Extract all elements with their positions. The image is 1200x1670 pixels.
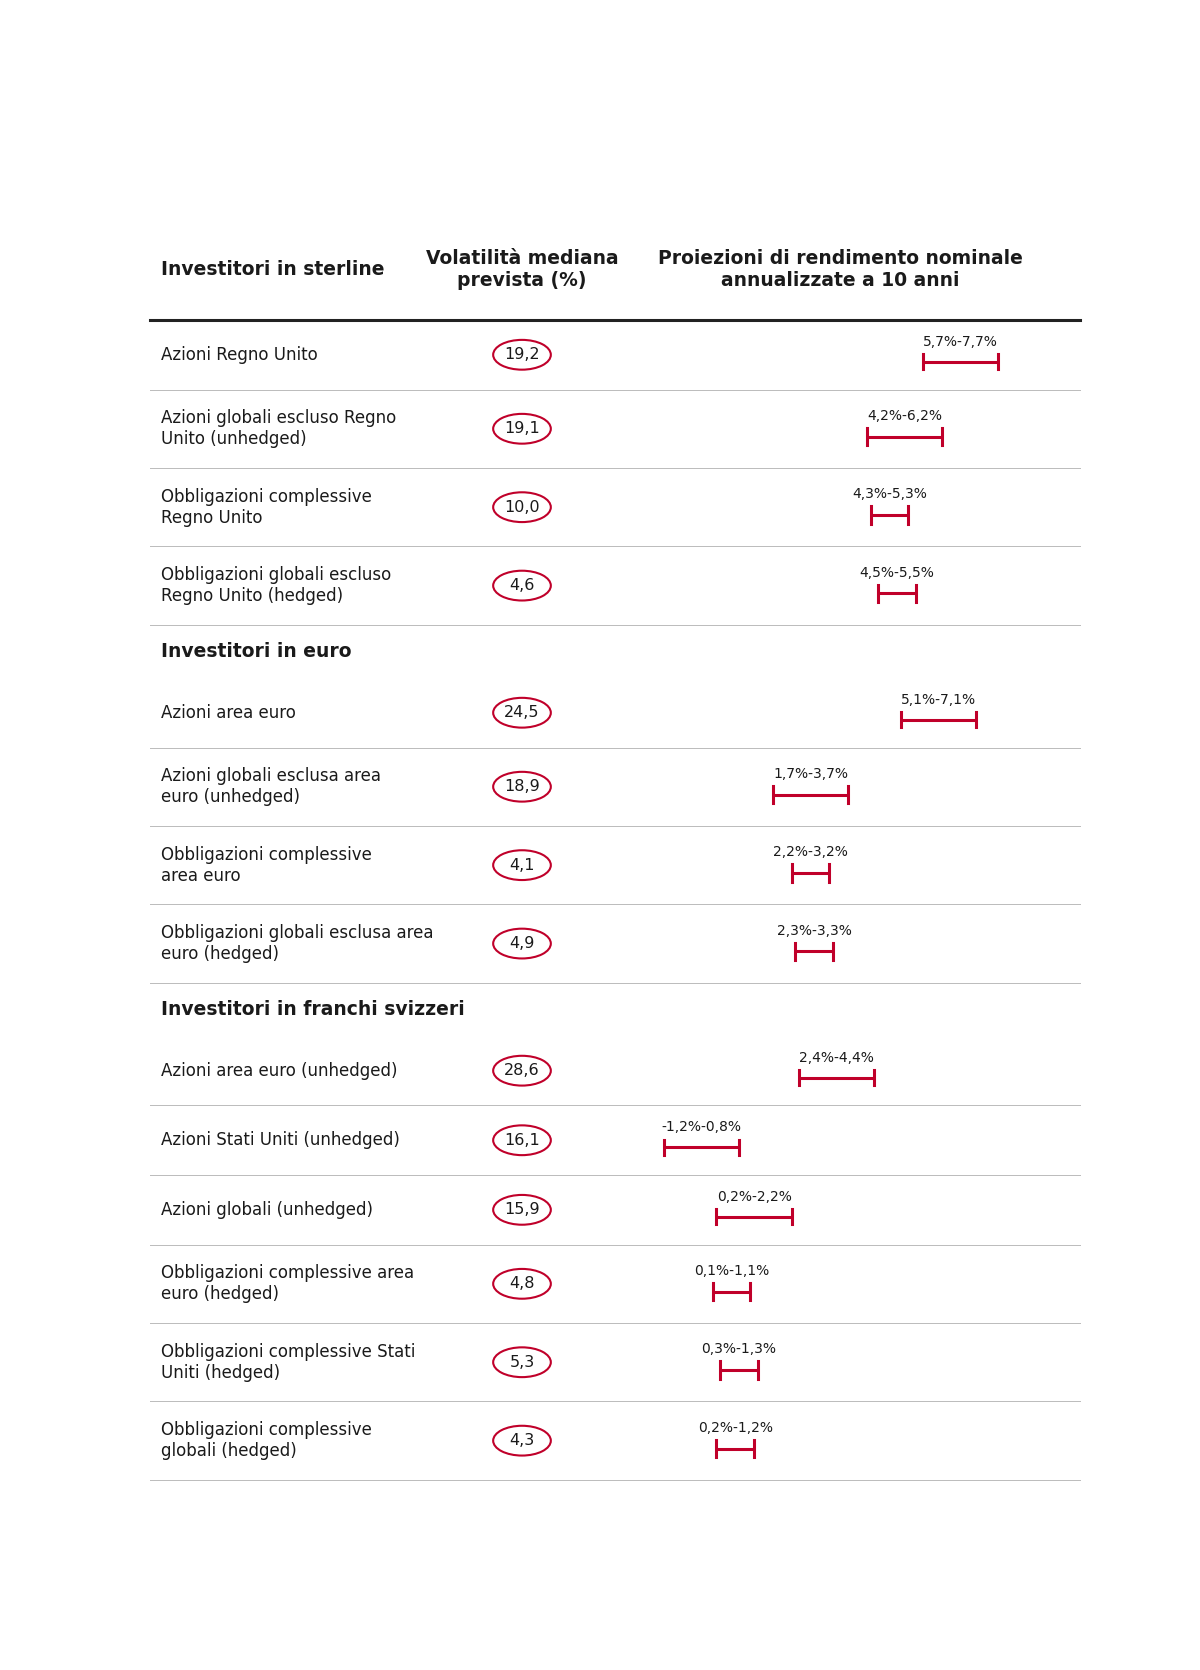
Text: 5,1%-7,1%: 5,1%-7,1% <box>901 693 976 706</box>
Text: Azioni globali esclusa area
euro (unhedged): Azioni globali esclusa area euro (unhedg… <box>161 767 382 807</box>
Text: Obbligazioni complessive
area euro: Obbligazioni complessive area euro <box>161 845 372 885</box>
Text: 5,7%-7,7%: 5,7%-7,7% <box>923 336 998 349</box>
Text: 19,2: 19,2 <box>504 347 540 362</box>
Text: Azioni globali escluso Regno
Unito (unhedged): Azioni globali escluso Regno Unito (unhe… <box>161 409 396 448</box>
Text: Azioni globali (unhedged): Azioni globali (unhedged) <box>161 1201 373 1219</box>
Text: Investitori in franchi svizzeri: Investitori in franchi svizzeri <box>161 1000 464 1019</box>
Text: 10,0: 10,0 <box>504 499 540 514</box>
Text: Azioni area euro: Azioni area euro <box>161 703 296 721</box>
Text: 0,2%-1,2%: 0,2%-1,2% <box>697 1421 773 1435</box>
Text: 0,2%-2,2%: 0,2%-2,2% <box>716 1191 792 1204</box>
Text: Obbligazioni complessive
globali (hedged): Obbligazioni complessive globali (hedged… <box>161 1421 372 1460</box>
Text: 4,2%-6,2%: 4,2%-6,2% <box>866 409 942 423</box>
Text: Investitori in sterline: Investitori in sterline <box>161 261 385 279</box>
Text: Volatilità mediana
prevista (%): Volatilità mediana prevista (%) <box>426 249 618 291</box>
Text: 4,8: 4,8 <box>509 1276 535 1291</box>
Text: Obbligazioni globali esclusa area
euro (hedged): Obbligazioni globali esclusa area euro (… <box>161 924 433 964</box>
Text: Obbligazioni complessive
Regno Unito: Obbligazioni complessive Regno Unito <box>161 488 372 526</box>
Text: 19,1: 19,1 <box>504 421 540 436</box>
Text: Obbligazioni globali escluso
Regno Unito (hedged): Obbligazioni globali escluso Regno Unito… <box>161 566 391 605</box>
Text: 15,9: 15,9 <box>504 1202 540 1217</box>
Text: Proiezioni di rendimento nominale
annualizzate a 10 anni: Proiezioni di rendimento nominale annual… <box>658 249 1022 291</box>
Text: 0,1%-1,1%: 0,1%-1,1% <box>694 1264 769 1278</box>
Text: 4,9: 4,9 <box>509 937 535 952</box>
Text: 18,9: 18,9 <box>504 780 540 795</box>
Text: 2,3%-3,3%: 2,3%-3,3% <box>776 924 852 937</box>
Text: 4,3: 4,3 <box>509 1433 535 1448</box>
Text: 16,1: 16,1 <box>504 1132 540 1147</box>
Text: 5,3: 5,3 <box>509 1354 535 1369</box>
Text: 0,3%-1,3%: 0,3%-1,3% <box>702 1343 776 1356</box>
Text: 4,3%-5,3%: 4,3%-5,3% <box>852 488 926 501</box>
Text: 2,4%-4,4%: 2,4%-4,4% <box>799 1050 875 1065</box>
Text: 2,2%-3,2%: 2,2%-3,2% <box>773 845 848 860</box>
Text: 24,5: 24,5 <box>504 705 540 720</box>
Text: 28,6: 28,6 <box>504 1064 540 1079</box>
Text: Investitori in euro: Investitori in euro <box>161 641 352 661</box>
Text: Azioni area euro (unhedged): Azioni area euro (unhedged) <box>161 1062 397 1080</box>
Text: -1,2%-0,8%: -1,2%-0,8% <box>661 1121 742 1134</box>
Text: Obbligazioni complessive Stati
Uniti (hedged): Obbligazioni complessive Stati Uniti (he… <box>161 1343 415 1381</box>
Text: Azioni Stati Uniti (unhedged): Azioni Stati Uniti (unhedged) <box>161 1131 400 1149</box>
Text: 1,7%-3,7%: 1,7%-3,7% <box>773 767 848 782</box>
Text: Azioni Regno Unito: Azioni Regno Unito <box>161 346 318 364</box>
Text: Obbligazioni complessive area
euro (hedged): Obbligazioni complessive area euro (hedg… <box>161 1264 414 1303</box>
Text: 4,5%-5,5%: 4,5%-5,5% <box>859 566 935 579</box>
Text: 4,1: 4,1 <box>509 858 535 873</box>
Text: 4,6: 4,6 <box>509 578 535 593</box>
